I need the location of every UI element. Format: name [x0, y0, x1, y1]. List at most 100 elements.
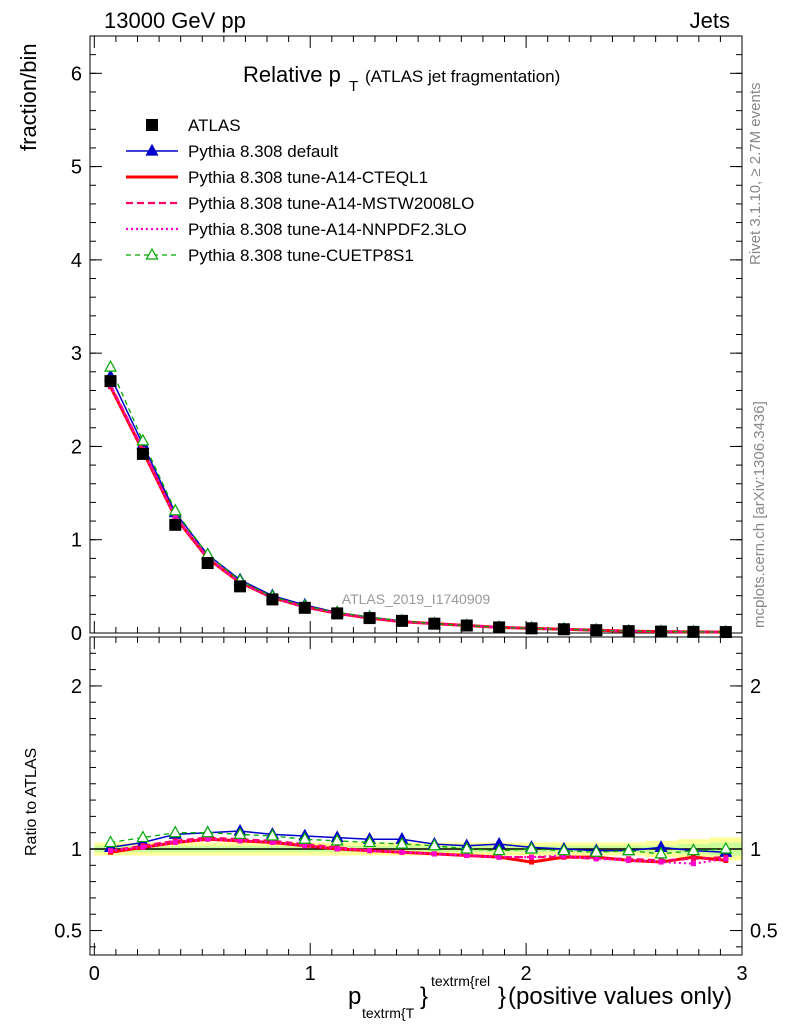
- series-marker: [690, 856, 696, 862]
- analysis-group-label: Jets: [690, 8, 730, 33]
- data-point-marker: [525, 622, 538, 635]
- main-ylabel: fraction/bin: [16, 43, 41, 151]
- series-marker: [205, 836, 211, 842]
- series-marker: [237, 838, 243, 844]
- ratio-series-pythia-8-308-tune-cuetp8s1: [103, 825, 733, 859]
- series-marker: [103, 359, 118, 372]
- data-point-marker: [169, 518, 182, 531]
- series-marker: [233, 827, 247, 839]
- legend-label: ATLAS: [188, 116, 241, 135]
- series-marker: [334, 846, 340, 852]
- main-panel: 0 1 2 3 4 5 6: [71, 35, 743, 645]
- series-marker: [686, 843, 700, 856]
- series-line: [110, 836, 726, 862]
- title-subscript: T: [349, 78, 358, 95]
- y-tick-label: 4: [71, 250, 82, 272]
- y-tick-label: 1: [71, 530, 82, 552]
- data-point-marker: [331, 607, 344, 620]
- y-tick-label-right: 1: [750, 839, 761, 861]
- series-marker: [593, 856, 599, 862]
- series-marker: [464, 853, 470, 859]
- series-marker: [654, 846, 668, 859]
- series-marker: [589, 845, 603, 857]
- series-marker: [431, 851, 437, 857]
- data-point-marker: [395, 614, 408, 627]
- series-marker: [719, 841, 733, 854]
- data-point-marker: [687, 625, 700, 638]
- series-marker: [492, 843, 506, 856]
- series-marker: [427, 838, 441, 851]
- series-marker: [395, 836, 409, 849]
- series-marker: [658, 859, 664, 865]
- legend: ATLAS Pythia 8.308 default Pythia 8.308 tu…: [126, 116, 474, 265]
- legend-marker: [145, 247, 159, 260]
- legend-label: Pythia 8.308 tune-A14-CTEQL1: [188, 168, 428, 187]
- ratio-ylabel: Ratio to ATLAS: [23, 748, 40, 856]
- series-marker: [302, 843, 308, 849]
- series-marker: [136, 830, 150, 843]
- xlabel-p: p: [348, 983, 361, 1010]
- title-main: Relative p: [243, 62, 341, 87]
- legend-label: Pythia 8.308 tune-A14-NNPDF2.3LO: [188, 220, 467, 239]
- x-tick-label: 2: [521, 963, 532, 985]
- data-point-marker: [460, 619, 473, 632]
- y-tick-label: 3: [71, 343, 82, 365]
- data-point-marker: [622, 625, 635, 638]
- legend-marker: [145, 143, 159, 156]
- y-tick-label: 2: [71, 436, 82, 458]
- analysis-id-watermark: ATLAS_2019_I1740909: [342, 591, 491, 607]
- series-marker: [399, 849, 405, 855]
- panel-frame: [89, 636, 743, 956]
- data-point-marker: [493, 621, 506, 634]
- series-marker: [168, 503, 182, 516]
- series-marker: [168, 825, 182, 838]
- series-marker: [363, 835, 377, 848]
- legend-label: Pythia 8.308 default: [188, 142, 339, 161]
- series-marker: [140, 844, 146, 850]
- series-marker: [561, 853, 567, 859]
- data-point-marker: [363, 612, 376, 625]
- series-marker: [524, 841, 539, 854]
- x-axis-label: p textrm{T } textrm{rel } (positive valu…: [348, 973, 732, 1021]
- series-marker: [529, 854, 535, 860]
- series-marker: [460, 841, 474, 854]
- data-point-marker: [234, 580, 247, 593]
- y-tick-label: 5: [71, 157, 82, 179]
- x-tick-label: 0: [89, 963, 100, 985]
- data-point-marker: [201, 557, 214, 570]
- series-marker: [103, 835, 118, 848]
- legend-swatch: [146, 119, 158, 131]
- y-tick-label: 0: [71, 623, 82, 645]
- legend-item: Pythia 8.308 tune-A14-NNPDF2.3LO: [126, 220, 467, 239]
- series-marker: [496, 854, 502, 860]
- title-parenthetical: (ATLAS jet fragmentation): [365, 67, 560, 86]
- data-point-marker: [428, 617, 441, 630]
- legend-item: Pythia 8.308 tune-A14-CTEQL1: [126, 168, 428, 187]
- rivet-version-label: Rivet 3.1.10, ≥ 2.7M events: [747, 83, 764, 266]
- legend-item: Pythia 8.308 default: [126, 142, 339, 161]
- main-series-atlas: [104, 375, 732, 639]
- series-marker: [367, 848, 373, 854]
- x-tick-label: 3: [736, 963, 747, 985]
- data-point-marker: [557, 623, 570, 636]
- data-point-marker: [719, 626, 732, 639]
- y-tick-label: 2: [71, 676, 82, 698]
- series-marker: [136, 433, 150, 446]
- data-point-marker: [266, 593, 279, 606]
- series-marker: [172, 514, 178, 520]
- ratio-series-pythia-8-308-tune-a14-nnpdf2-3lo: [108, 836, 729, 867]
- data-point-marker: [104, 375, 117, 388]
- ratio-panel: 0.5 0.5 1 1 2 2 0 1 2 3: [54, 636, 778, 985]
- y-tick-label: 1: [71, 839, 82, 861]
- series-marker: [330, 833, 344, 846]
- y-tick-label-right: 0.5: [750, 921, 778, 943]
- series-line: [110, 832, 726, 855]
- plot-title: Relative p T (ATLAS jet fragmentation): [243, 62, 560, 95]
- series-marker: [723, 856, 729, 862]
- series-marker: [690, 861, 696, 867]
- data-point-marker: [590, 624, 603, 637]
- series-marker: [108, 848, 114, 854]
- legend-label: Pythia 8.308 tune-A14-MSTW2008LO: [188, 194, 474, 213]
- mcplots-citation-label: mcplots.cern.ch [arXiv:1306.3436]: [751, 401, 768, 628]
